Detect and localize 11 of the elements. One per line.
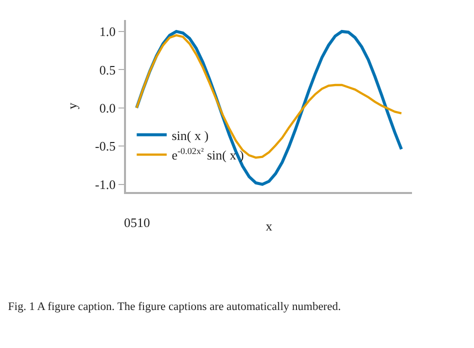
caption: Fig. 1 A figure caption. The figure captions are automatically numbered. xyxy=(8,301,341,313)
y-tick-label: 0.5 xyxy=(99,62,116,78)
y-tick-label: -1.0 xyxy=(95,176,116,192)
y-tick-label: -0.5 xyxy=(95,138,116,154)
y-tick-label: 0.0 xyxy=(99,100,116,116)
legend-label: sin( x ) xyxy=(172,128,209,143)
legend-label: e$^{-0.02x²}$ sin( x ) xyxy=(172,146,244,163)
y-tick-label: 1.0 xyxy=(99,24,116,40)
x-axis-title: x xyxy=(266,218,273,234)
text: 0510 xyxy=(124,215,150,230)
y-axis-title: y xyxy=(64,102,80,110)
